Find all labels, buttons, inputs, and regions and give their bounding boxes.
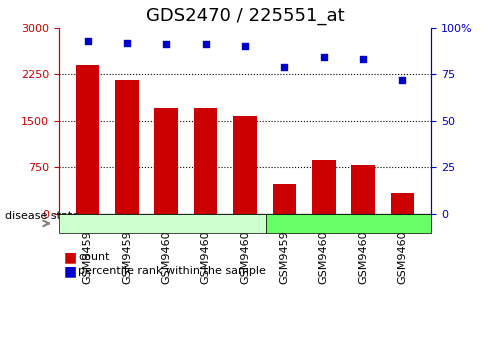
Text: normal: normal (143, 218, 182, 228)
Bar (272, 184, 296, 214)
Point (320, 55, 328, 60)
Bar (391, 194, 414, 214)
Bar (194, 108, 218, 214)
Bar (351, 166, 375, 214)
Bar (115, 80, 139, 214)
Text: ■: ■ (64, 264, 77, 278)
Bar (312, 160, 336, 214)
Bar (76, 65, 99, 214)
Point (280, 64, 288, 69)
Text: percentile rank within the sample: percentile rank within the sample (78, 266, 266, 276)
Point (84, 38, 92, 43)
Text: ■: ■ (64, 250, 77, 264)
Point (162, 42, 170, 47)
Bar (233, 116, 257, 214)
Text: disease state: disease state (5, 211, 79, 221)
Bar (154, 108, 178, 214)
Point (398, 77, 406, 82)
Text: count: count (78, 252, 110, 262)
Point (241, 43, 249, 49)
Text: neural tube defect: neural tube defect (296, 218, 400, 228)
Point (359, 57, 367, 62)
Point (123, 40, 131, 45)
Point (202, 42, 210, 47)
Title: GDS2470 / 225551_at: GDS2470 / 225551_at (146, 7, 344, 25)
